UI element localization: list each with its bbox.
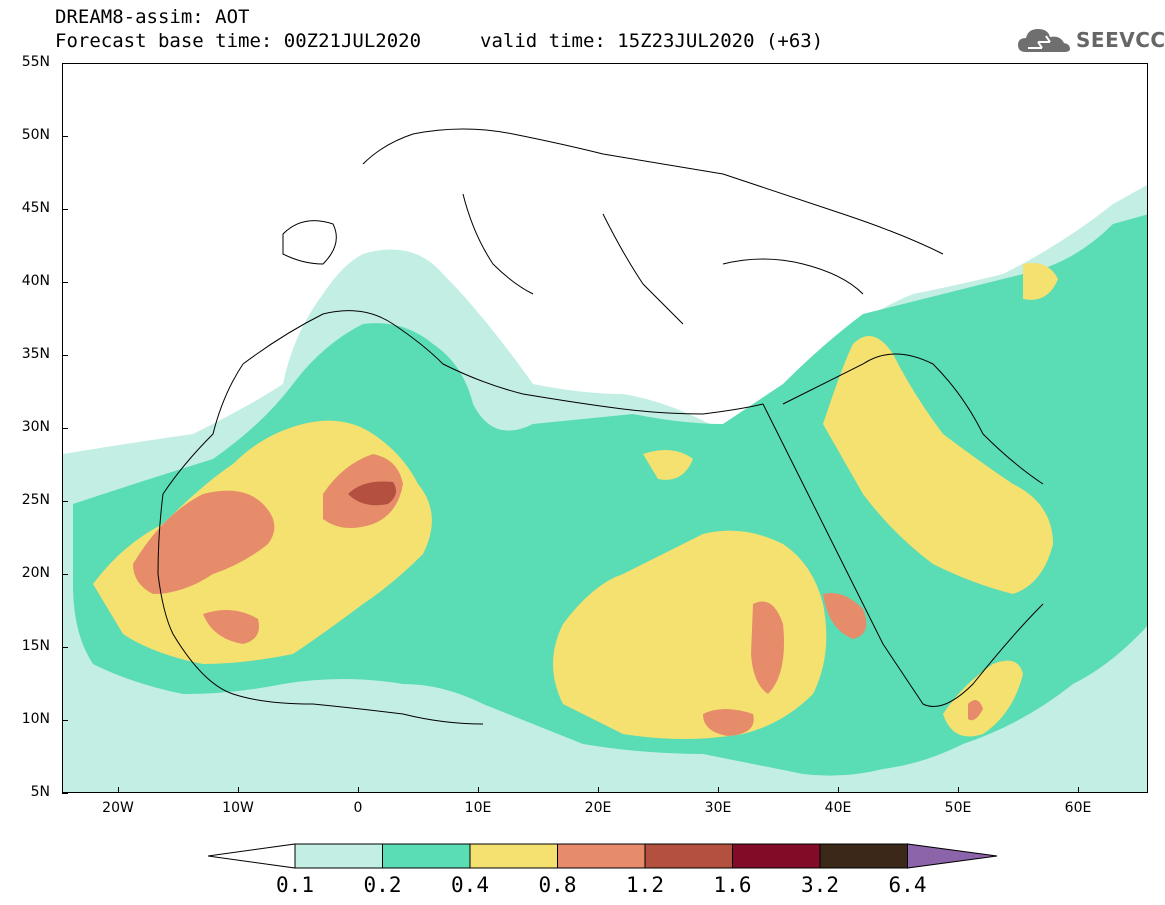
lon-label: 20W xyxy=(102,800,134,816)
lat-tick xyxy=(62,428,68,429)
lat-label: 5N xyxy=(30,784,50,800)
lat-tick xyxy=(62,355,68,356)
colorbar-high-arrow xyxy=(907,843,998,869)
lat-label: 25N xyxy=(21,492,50,508)
colorbar-segment xyxy=(732,843,821,869)
lat-label: 35N xyxy=(21,346,50,362)
colorbar-segment xyxy=(382,843,471,869)
lat-tick xyxy=(62,647,68,648)
lon-label: 10W xyxy=(222,800,254,816)
lon-tick xyxy=(358,787,359,793)
lon-tick xyxy=(478,787,479,793)
lon-label: 50E xyxy=(944,800,972,816)
valid-time: valid time: 15Z23JUL2020 (+63) xyxy=(480,30,824,52)
lat-tick xyxy=(62,574,68,575)
colorbar-label: 0.1 xyxy=(276,873,314,897)
lat-label: 50N xyxy=(21,127,50,143)
colorbar-label: 1.2 xyxy=(626,873,664,897)
colorbar-label: 1.6 xyxy=(713,873,752,897)
cloud-icon xyxy=(1018,29,1070,52)
colorbar-label: 0.4 xyxy=(451,873,489,897)
lat-tick xyxy=(62,136,68,137)
map-title: DREAM8-assim: AOT xyxy=(55,6,250,28)
lon-label: 60E xyxy=(1064,800,1092,816)
lat-tick xyxy=(62,63,68,64)
lon-label: 20E xyxy=(584,800,612,816)
colorbar-segment xyxy=(294,843,383,869)
lon-tick xyxy=(1078,787,1079,793)
aot-map xyxy=(62,63,1148,793)
seevccc-logo: SEEVCCC xyxy=(1016,22,1165,58)
lat-label: 10N xyxy=(21,711,50,727)
lat-tick xyxy=(62,793,68,794)
lon-tick xyxy=(958,787,959,793)
lon-label: 40E xyxy=(824,800,852,816)
lat-label: 30N xyxy=(21,419,50,435)
logo-text: SEEVCCC xyxy=(1076,28,1165,52)
lon-label: 30E xyxy=(704,800,732,816)
colorbar-segment xyxy=(557,843,646,869)
colorbar-segment xyxy=(819,843,908,869)
lat-label: 40N xyxy=(21,273,50,289)
lat-label: 15N xyxy=(21,638,50,654)
colorbar-segment xyxy=(644,843,733,869)
lat-label: 45N xyxy=(21,200,50,216)
lat-tick xyxy=(62,209,68,210)
aot-level-12 xyxy=(348,481,397,506)
lat-label: 55N xyxy=(21,54,50,70)
lon-label: 10E xyxy=(464,800,492,816)
lat-tick xyxy=(62,720,68,721)
colorbar-low-arrow xyxy=(208,843,296,869)
aot-colorbar xyxy=(208,843,998,869)
lat-tick xyxy=(62,501,68,502)
colorbar-segment xyxy=(469,843,558,869)
lat-tick xyxy=(62,282,68,283)
colorbar-label: 0.8 xyxy=(538,873,577,897)
lon-tick xyxy=(238,787,239,793)
colorbar-label: 3.2 xyxy=(801,873,839,897)
lon-tick xyxy=(838,787,839,793)
coastlines xyxy=(157,128,1044,725)
colorbar-label: 0.2 xyxy=(363,873,402,897)
colorbar-label: 6.4 xyxy=(888,873,927,897)
lon-label: 0 xyxy=(353,800,363,816)
aot-level-08 xyxy=(133,454,983,736)
lat-label: 20N xyxy=(21,565,50,581)
aot-map-canvas xyxy=(63,128,1147,792)
lon-tick xyxy=(718,787,719,793)
lon-tick xyxy=(598,787,599,793)
lon-tick xyxy=(118,787,119,793)
forecast-base-time: Forecast base time: 00Z21JUL2020 xyxy=(55,30,422,52)
